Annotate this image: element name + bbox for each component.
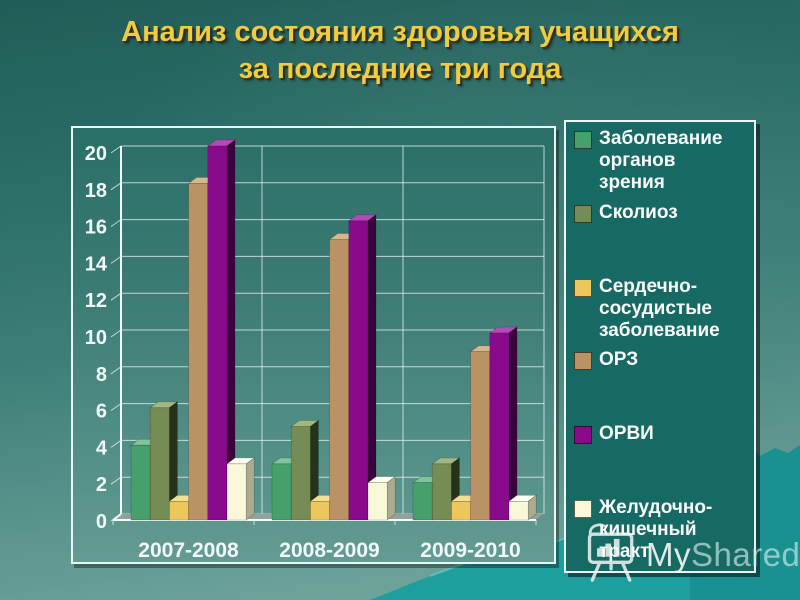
y-axis-tick-mark — [110, 439, 122, 448]
bar-0-5 — [226, 463, 247, 521]
y-axis-tick-label-6: 6 — [96, 401, 107, 423]
chart-canvas: 0 2 4 6 8 10 12 14 16 18 20 2007-2008 2008-2009 2009-… — [85, 139, 545, 562]
legend-swatch-0 — [574, 131, 592, 149]
bar-1-4 — [348, 220, 369, 521]
slide-title-line1: Анализ состояния здоровья учащихся — [121, 16, 679, 48]
x-axis-label-2: 2009-2010 — [420, 539, 520, 562]
legend-swatch-5 — [574, 499, 592, 518]
bar-2-1 — [431, 463, 452, 521]
legend-item-5: Желудочно-кишечный тракт — [574, 497, 754, 571]
chart-legend: Заболевание органов зрения Сколиоз Сердечн… — [564, 120, 756, 573]
bar-1-2 — [310, 500, 330, 521]
y-axis-tick-label-14: 14 — [85, 253, 108, 275]
slide-title-line2: за последние три года — [238, 53, 562, 85]
bar-0-0 — [130, 444, 151, 521]
bar-side-1-4 — [367, 214, 377, 521]
y-axis-tick-mark — [110, 476, 122, 485]
legend-item-3: ОРЗ — [574, 349, 754, 423]
bar-side-2-4 — [508, 326, 518, 521]
y-axis-tick-mark — [110, 182, 122, 191]
bar-0-4 — [207, 145, 228, 521]
bar-0-2 — [169, 500, 189, 521]
bar-1-3 — [329, 239, 350, 521]
y-axis-tick-label-0: 0 — [96, 511, 107, 533]
bar-1-5 — [367, 482, 388, 521]
y-axis-tick-label-18: 18 — [85, 180, 107, 202]
y-axis-tick-mark — [110, 366, 122, 375]
bar-1-0 — [271, 463, 292, 521]
legend-swatch-4 — [574, 426, 592, 445]
bar-1-1 — [290, 426, 311, 521]
legend-label-1: Сколиоз — [599, 201, 678, 223]
bar-2-3 — [470, 351, 491, 521]
bar-side-0-5 — [245, 457, 255, 521]
legend-item-4: ОРВИ — [574, 423, 754, 497]
bar-2-0 — [412, 482, 433, 521]
legend-swatch-1 — [574, 204, 592, 223]
legend-label-4: ОРВИ — [599, 423, 654, 445]
legend-label-3: ОРЗ — [599, 349, 639, 371]
legend-label-2: Сердечно-сосудистые заболевание — [599, 275, 720, 341]
y-axis-tick-label-10: 10 — [85, 327, 107, 349]
bar-2-5 — [508, 500, 529, 521]
x-axis-label-0: 2007-2008 — [138, 539, 239, 562]
legend-swatch-2 — [574, 278, 592, 297]
x-axis-label-1: 2008-2009 — [279, 539, 379, 562]
y-axis-tick-label-16: 16 — [85, 217, 107, 239]
y-axis-tick-label-20: 20 — [85, 143, 107, 165]
legend-swatch-3 — [574, 352, 592, 371]
legend-label-0: Заболевание органов зрения — [599, 128, 723, 193]
chart-panel: 0 2 4 6 8 10 12 14 16 18 20 2007-2008 2008-2009 2009-… — [71, 126, 556, 564]
y-axis-tick-mark — [110, 219, 122, 228]
legend-item-0: Заболевание органов зрения — [574, 128, 754, 202]
bar-2-2 — [451, 500, 471, 521]
y-axis-tick-mark — [110, 255, 122, 264]
legend-label-5: Желудочно-кишечный тракт — [599, 496, 713, 562]
bar-2-4 — [489, 332, 510, 521]
y-axis-tick-mark — [110, 292, 122, 301]
y-axis-tick-mark — [110, 403, 122, 412]
y-axis-tick-label-8: 8 — [96, 364, 107, 386]
slide-title: Анализ состояния здоровья учащихся за по… — [0, 14, 800, 88]
bar-0-3 — [188, 183, 209, 521]
y-axis-tick-label-4: 4 — [96, 437, 108, 459]
bar-0-1 — [149, 407, 170, 521]
y-axis-tick-label-2: 2 — [96, 474, 107, 496]
legend-item-2: Сердечно-сосудистые заболевание — [574, 276, 754, 350]
y-axis-tick-label-12: 12 — [85, 290, 107, 312]
y-axis-tick-mark — [110, 145, 122, 154]
y-axis-tick-mark — [110, 329, 122, 338]
legend-item-1: Сколиоз — [574, 202, 754, 276]
bar-side-1-5 — [386, 476, 396, 521]
